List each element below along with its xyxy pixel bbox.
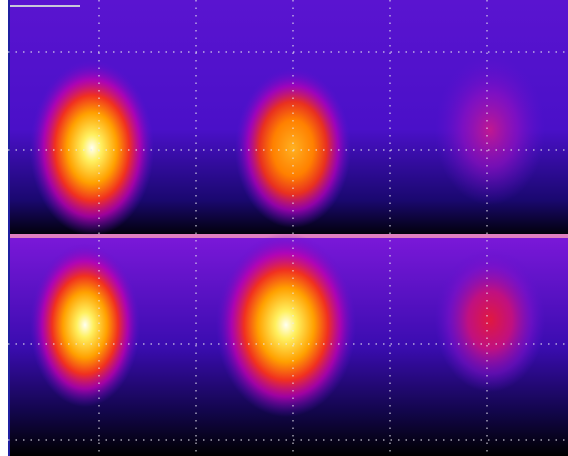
red-spot (435, 248, 545, 392)
hot-spot (216, 233, 356, 417)
faint-spot (435, 55, 545, 205)
left-edge (8, 0, 10, 456)
hot-spot (30, 243, 140, 407)
hot-spot (30, 60, 154, 236)
heatmap-view (0, 0, 568, 456)
page (0, 0, 568, 456)
